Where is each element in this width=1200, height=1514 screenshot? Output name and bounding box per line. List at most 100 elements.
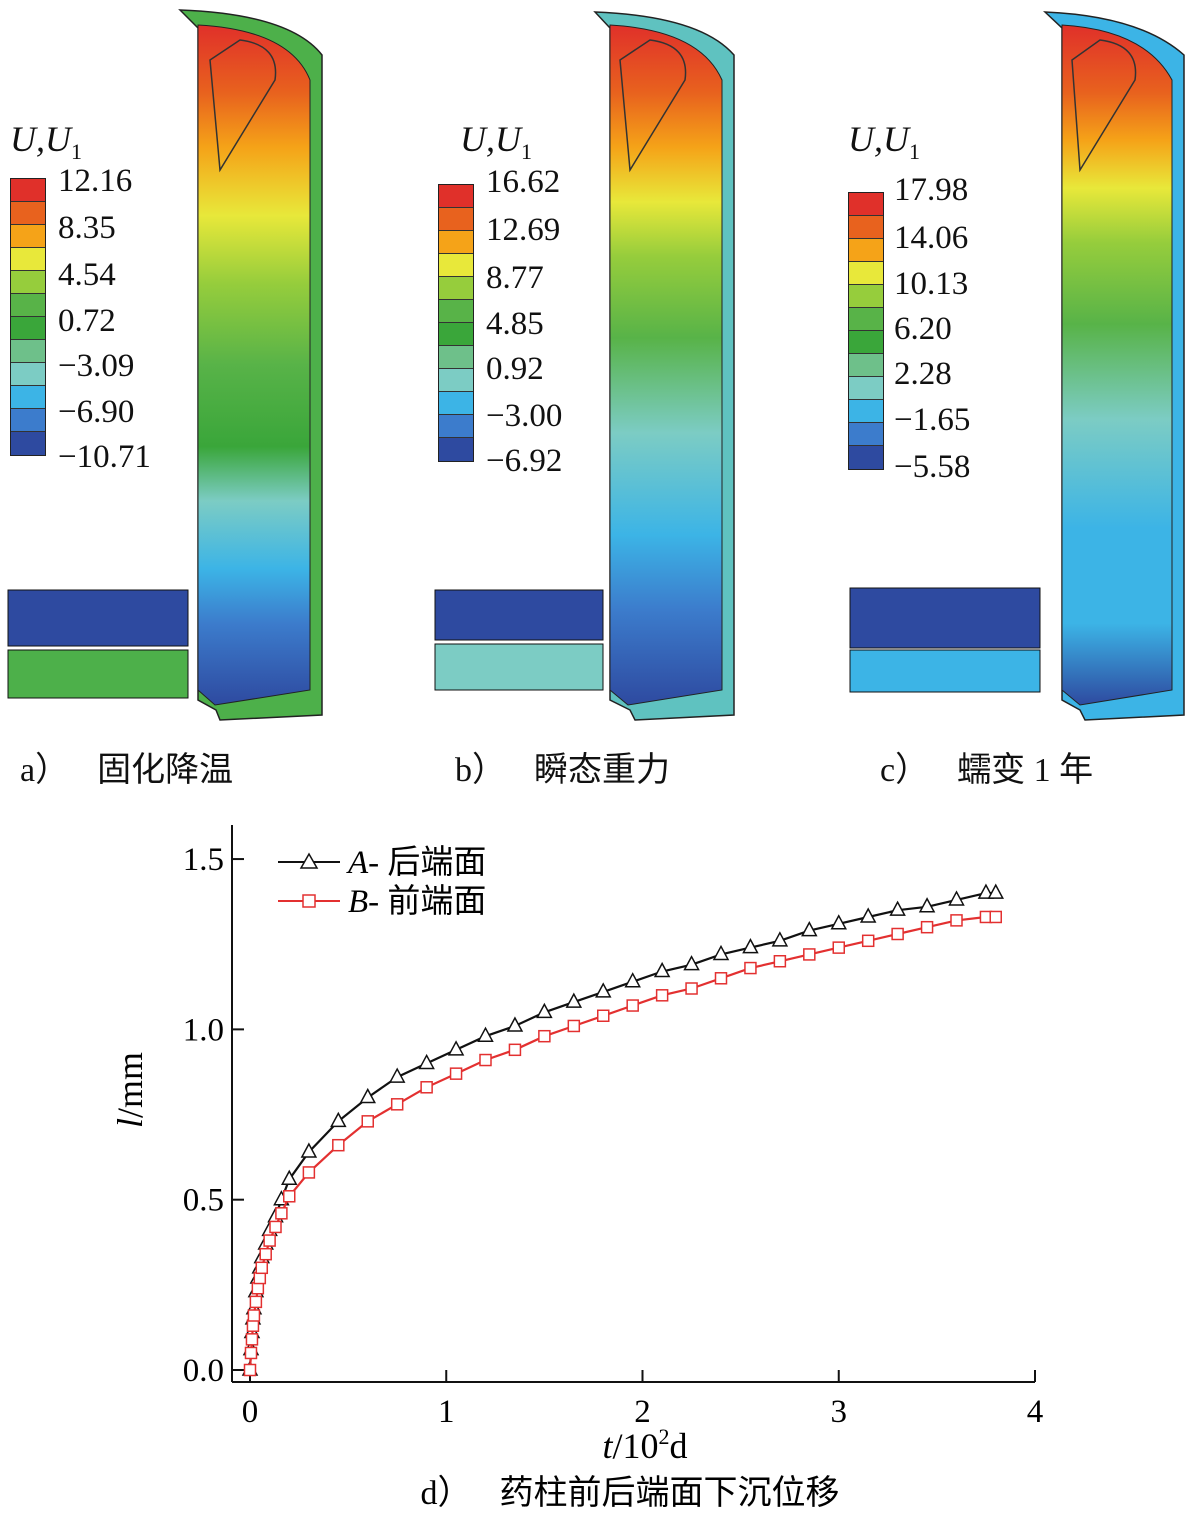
data-point-b <box>302 1166 316 1179</box>
colorbar-segment <box>849 308 883 331</box>
data-point-a <box>801 921 818 937</box>
settlement-line-chart: 0 1 2 3 4 0.0 0.5 1.0 1.5 A- 后端面 B- 前端面 l/mm t/1… <box>110 825 1044 1512</box>
colorbar-segment <box>439 208 473 231</box>
colorbar-segment <box>849 446 883 469</box>
data-point-b <box>332 1138 345 1152</box>
x-tick-label: 4 <box>1027 1394 1044 1430</box>
colorbar-segment <box>439 231 473 254</box>
data-point-a <box>987 883 1005 899</box>
legend-label-a: A- 后端面 <box>346 845 486 881</box>
chart-legend: A- 后端面 B- 前端面 <box>278 845 486 920</box>
data-point-b <box>479 1053 492 1067</box>
colorbar-tick: −3.00 <box>486 398 563 434</box>
data-point-b <box>989 910 1002 924</box>
colorbar-segment <box>849 354 883 377</box>
colorbar-tick: 4.85 <box>486 306 544 342</box>
colorbar-segment <box>439 346 473 369</box>
data-point-b <box>420 1081 433 1094</box>
data-point-b <box>247 1309 261 1322</box>
data-point-b <box>249 1295 263 1309</box>
legend-title-c: U,U1 <box>848 119 920 165</box>
colorbar-segment <box>849 239 883 262</box>
colorbar-tick: 14.06 <box>894 220 969 256</box>
data-point-b <box>283 1190 296 1203</box>
contour-plot-a <box>7 9 323 721</box>
colorbar-tick: 8.35 <box>58 210 116 246</box>
colorbar-segment <box>11 248 45 271</box>
colorbar-segment <box>11 386 45 409</box>
colorbar-tick: −5.58 <box>894 449 971 485</box>
colorbar-segment <box>849 193 883 216</box>
colorbar-tick: 12.69 <box>486 212 561 248</box>
colorbar-segment <box>439 185 473 208</box>
colorbar-segment <box>11 294 45 317</box>
x-tick-label: 3 <box>831 1394 848 1430</box>
colorbar-segment <box>11 271 45 294</box>
colorbar-segment <box>11 179 45 202</box>
colorbar-tick: −3.09 <box>58 348 135 384</box>
caption-b: b） 瞬态重力 <box>455 752 670 789</box>
colorbar-tick: −6.90 <box>58 394 135 430</box>
data-point-a <box>536 1002 553 1019</box>
data-point-a <box>889 900 906 916</box>
colorbar-segment <box>439 369 473 392</box>
colorbar-segment <box>439 415 473 438</box>
data-point-b <box>891 927 904 941</box>
data-point-b <box>950 914 963 927</box>
contour-panel-b: U,U1 16.62 12.69 8.77 4.85 0.92 −3.00 −6… <box>400 0 800 800</box>
colorbar-segment <box>849 216 883 239</box>
colorbar-segment <box>439 323 473 346</box>
colorbar-tick: −6.92 <box>486 443 563 479</box>
colorbar-segment <box>849 400 883 423</box>
data-point-a <box>624 972 641 988</box>
colorbar-a <box>10 178 46 456</box>
colorbar-b <box>438 184 474 462</box>
data-point-b <box>269 1220 282 1234</box>
data-point-b <box>567 1019 581 1033</box>
colorbar-tick: −10.71 <box>58 439 151 475</box>
data-point-a <box>771 931 789 947</box>
colorbar-segment <box>849 377 883 400</box>
colorbar-segment <box>439 300 473 323</box>
data-point-b <box>597 1009 610 1022</box>
colorbar-segment <box>849 331 883 354</box>
colorbar-tick: 0.72 <box>58 303 116 339</box>
y-tick-label: 0.0 <box>183 1353 224 1389</box>
colorbar-segment <box>11 363 45 386</box>
colorbar-tick: −1.65 <box>894 402 971 438</box>
data-point-a <box>359 1087 377 1104</box>
data-point-b <box>832 941 845 954</box>
caption-c: c） 蠕变 1 年 <box>880 752 1094 789</box>
colorbar-segment <box>11 225 45 248</box>
chart-caption: d） 药柱前后端面下沉位移 <box>421 1474 840 1512</box>
data-point-b <box>449 1067 463 1080</box>
data-point-a <box>506 1016 524 1032</box>
x-tick-label: 1 <box>438 1394 455 1430</box>
colorbar-tick: 17.98 <box>894 172 969 208</box>
svg-text:l/mm: l/mm <box>110 1052 150 1128</box>
y-tick-label: 1.0 <box>183 1012 224 1048</box>
colorbar-tick: 6.20 <box>894 311 952 347</box>
data-point-b <box>246 1319 260 1332</box>
x-axis-title: t/102d <box>602 1424 687 1466</box>
data-point-b <box>714 972 728 985</box>
legend-title-a: U,U1 <box>10 119 82 165</box>
data-point-a <box>712 944 730 961</box>
data-point-b <box>861 934 875 948</box>
data-point-a <box>977 883 995 899</box>
colorbar-segment <box>439 277 473 300</box>
data-point-b <box>245 1333 259 1346</box>
contour-plot-b <box>434 11 735 721</box>
data-point-b <box>744 961 757 975</box>
data-point-b <box>803 948 816 961</box>
x-tick-label: 0 <box>242 1394 259 1430</box>
chart-axes: 0 1 2 3 4 0.0 0.5 1.0 1.5 <box>183 825 1044 1430</box>
data-point-a <box>830 914 848 930</box>
series-line-a <box>248 891 996 1371</box>
colorbar-tick: 2.28 <box>894 356 952 392</box>
data-point-b <box>251 1282 265 1295</box>
x-tick-label: 2 <box>634 1394 651 1430</box>
y-tick-label: 0.5 <box>183 1183 224 1219</box>
y-axis-title: l/mm <box>110 1052 150 1128</box>
colorbar-tick: 12.16 <box>58 163 133 199</box>
